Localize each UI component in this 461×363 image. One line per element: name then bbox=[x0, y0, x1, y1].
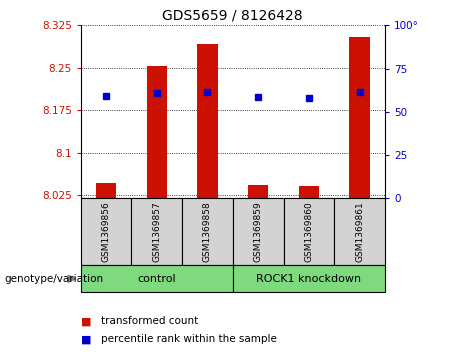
Bar bbox=[96, 183, 116, 198]
Text: GSM1369860: GSM1369860 bbox=[304, 201, 313, 262]
Text: ROCK1 knockdown: ROCK1 knockdown bbox=[256, 274, 361, 284]
Bar bbox=[299, 186, 319, 198]
Text: GSM1369861: GSM1369861 bbox=[355, 201, 364, 262]
Text: genotype/variation: genotype/variation bbox=[5, 274, 104, 284]
Bar bbox=[197, 44, 218, 198]
FancyBboxPatch shape bbox=[131, 198, 182, 265]
Bar bbox=[349, 37, 370, 198]
Text: percentile rank within the sample: percentile rank within the sample bbox=[101, 334, 278, 344]
Bar bbox=[147, 66, 167, 198]
Text: GSM1369856: GSM1369856 bbox=[101, 201, 111, 262]
Text: control: control bbox=[137, 274, 176, 284]
FancyBboxPatch shape bbox=[81, 265, 233, 292]
FancyBboxPatch shape bbox=[81, 198, 131, 265]
FancyBboxPatch shape bbox=[284, 198, 334, 265]
FancyBboxPatch shape bbox=[233, 198, 284, 265]
Text: GSM1369858: GSM1369858 bbox=[203, 201, 212, 262]
Text: GSM1369857: GSM1369857 bbox=[152, 201, 161, 262]
Text: GSM1369859: GSM1369859 bbox=[254, 201, 263, 262]
Text: ■: ■ bbox=[81, 334, 91, 344]
Title: GDS5659 / 8126428: GDS5659 / 8126428 bbox=[162, 9, 303, 23]
FancyBboxPatch shape bbox=[233, 265, 385, 292]
Bar bbox=[248, 185, 268, 198]
Text: ■: ■ bbox=[81, 316, 91, 326]
FancyBboxPatch shape bbox=[182, 198, 233, 265]
Text: transformed count: transformed count bbox=[101, 316, 199, 326]
FancyBboxPatch shape bbox=[334, 198, 385, 265]
